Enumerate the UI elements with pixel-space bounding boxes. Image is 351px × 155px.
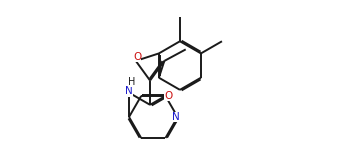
Text: O: O xyxy=(164,91,172,101)
Text: O: O xyxy=(133,52,141,62)
Text: N: N xyxy=(125,86,133,96)
Text: N: N xyxy=(172,112,179,122)
Text: H: H xyxy=(128,77,135,87)
